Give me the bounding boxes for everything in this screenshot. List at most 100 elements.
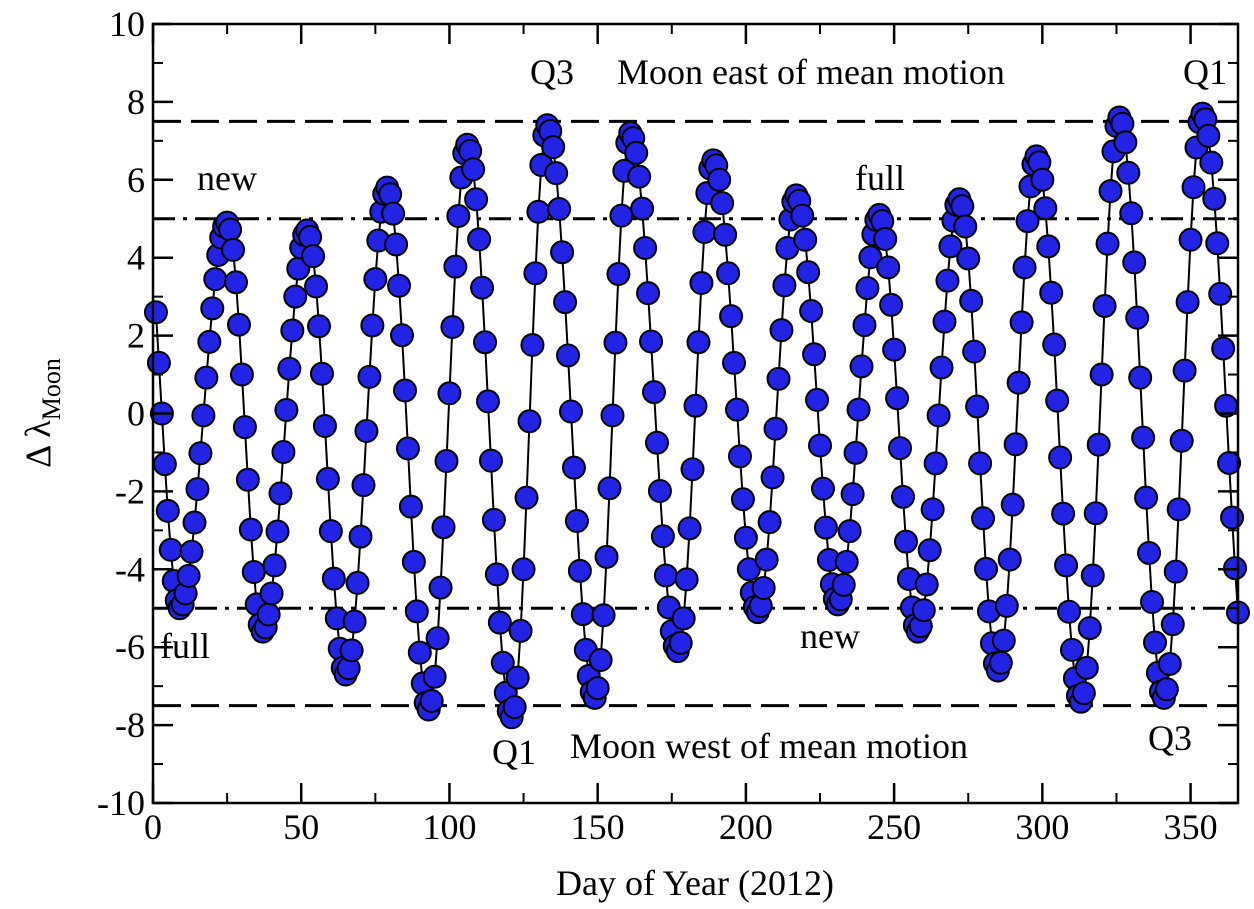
data-point <box>446 204 471 229</box>
data-point <box>523 261 548 286</box>
data-point <box>387 273 412 298</box>
data-point <box>182 510 207 535</box>
data-point <box>1033 196 1058 221</box>
data-point <box>280 318 305 343</box>
data-point <box>256 602 281 627</box>
data-point <box>630 196 655 221</box>
data-point <box>1054 553 1079 578</box>
data-point <box>959 288 984 313</box>
data-point <box>802 342 827 367</box>
y-tick-label: -8 <box>115 705 145 745</box>
y-tick-label: -6 <box>115 627 145 667</box>
x-tick-label: 50 <box>283 807 319 847</box>
y-tick-label: 8 <box>127 82 145 122</box>
data-point <box>790 203 815 228</box>
data-point <box>1042 332 1067 357</box>
y-axis-label: Δ λMoon <box>18 358 66 468</box>
data-point <box>218 217 243 242</box>
data-point <box>831 572 856 597</box>
data-point <box>437 381 462 406</box>
annotation: new <box>800 616 860 656</box>
data-point <box>932 309 957 334</box>
data-point <box>547 197 572 222</box>
data-point <box>339 638 364 663</box>
data-point <box>594 544 619 569</box>
data-point <box>520 332 545 357</box>
data-point <box>191 403 216 428</box>
data-point <box>1119 201 1144 226</box>
data-point <box>636 281 661 306</box>
data-point <box>185 477 210 502</box>
data-point <box>152 452 177 477</box>
data-point <box>725 397 750 422</box>
data-point <box>1196 123 1221 148</box>
data-point <box>722 350 747 375</box>
data-point <box>733 525 758 550</box>
data-point <box>544 161 569 186</box>
data-point <box>644 430 669 455</box>
data-point <box>470 275 495 300</box>
data-point <box>381 201 406 226</box>
annotation: Moon west of mean motion <box>570 726 968 766</box>
data-point <box>627 164 652 189</box>
data-point <box>974 556 999 581</box>
data-point <box>265 519 290 544</box>
data-point <box>1154 677 1179 702</box>
data-point <box>692 219 717 244</box>
data-point <box>808 433 833 458</box>
y-tick-label: 6 <box>127 160 145 200</box>
data-point <box>1157 651 1182 676</box>
data-point <box>422 664 447 689</box>
data-point <box>301 244 326 269</box>
data-point <box>348 524 373 549</box>
data-point <box>962 339 987 364</box>
data-point <box>550 240 575 265</box>
data-point <box>1003 432 1028 457</box>
data-point <box>158 537 183 562</box>
data-point <box>588 648 613 673</box>
data-point <box>197 329 222 354</box>
data-point <box>407 640 432 665</box>
data-point <box>882 337 907 362</box>
data-point <box>991 628 1016 653</box>
data-point <box>1202 186 1227 211</box>
data-point <box>1169 428 1194 453</box>
data-point <box>600 403 625 428</box>
data-point <box>398 494 423 519</box>
data-point <box>633 235 658 260</box>
data-point <box>971 506 996 531</box>
data-point <box>351 473 376 498</box>
data-point <box>760 465 785 490</box>
data-point <box>837 519 862 544</box>
data-point <box>1137 540 1162 565</box>
data-point <box>1092 293 1117 318</box>
data-point <box>564 509 589 534</box>
data-point <box>1172 358 1197 383</box>
data-point <box>763 416 788 441</box>
data-point <box>155 498 180 523</box>
data-point <box>357 364 382 389</box>
data-point <box>200 296 225 321</box>
data-point <box>304 274 329 299</box>
data-point <box>950 194 975 219</box>
data-point <box>401 549 426 574</box>
data-point <box>893 529 918 554</box>
data-point <box>1205 231 1230 256</box>
data-point <box>309 361 334 386</box>
annotation: Q3 <box>530 52 574 92</box>
data-point <box>484 562 509 587</box>
data-point <box>686 330 711 355</box>
data-point <box>1086 432 1111 457</box>
data-point <box>1077 616 1102 641</box>
data-point <box>1113 130 1138 155</box>
data-point <box>965 394 990 419</box>
data-point <box>606 262 631 287</box>
data-point <box>920 497 945 522</box>
data-point <box>1071 681 1096 706</box>
data-point <box>707 167 732 192</box>
data-point <box>274 397 299 422</box>
y-tick-label: 0 <box>127 394 145 434</box>
data-point <box>1199 150 1224 175</box>
data-point <box>1030 167 1055 192</box>
data-point <box>481 507 506 532</box>
